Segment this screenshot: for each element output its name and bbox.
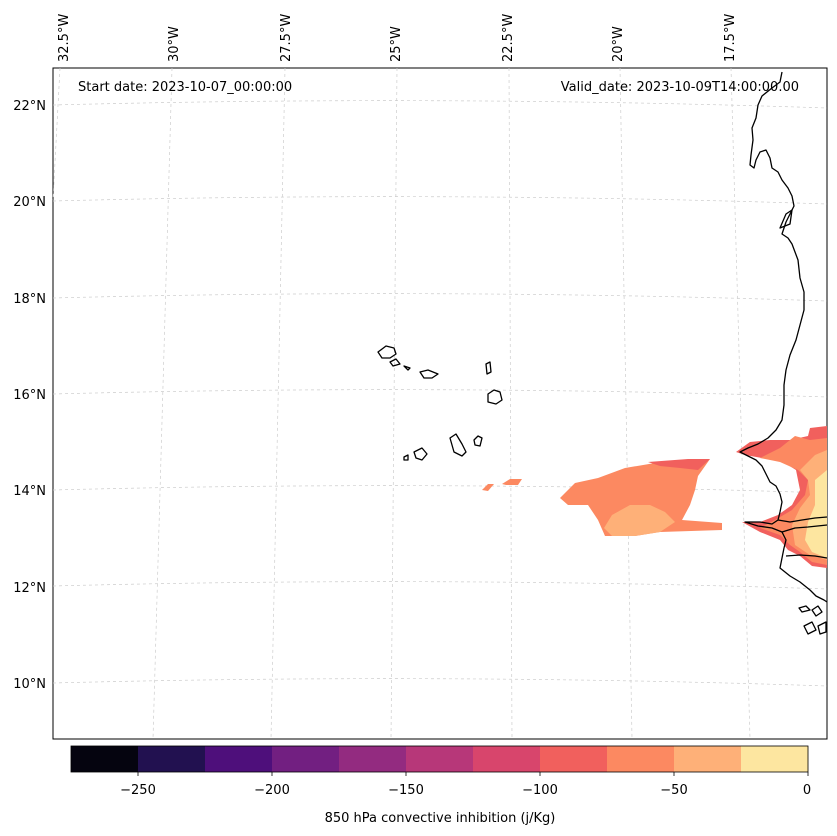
gridline-lon-17-5	[730, 67, 751, 740]
colorbar-swatch	[339, 746, 407, 772]
island-sal	[485, 361, 492, 375]
coastline	[377, 71, 828, 635]
lon-label: 27.5°W	[279, 14, 294, 62]
cin-contour-patch	[482, 484, 494, 491]
island-bijagos-2	[811, 605, 823, 617]
cin-contour-patch	[502, 479, 522, 485]
colorbar-ticks	[137, 772, 809, 776]
coastline-africa	[739, 71, 828, 603]
gridline-lat-16	[52, 389, 828, 398]
island-sao-nicolau	[419, 369, 439, 379]
colorbar-swatches	[71, 746, 809, 772]
colorbar-outline	[70, 745, 809, 773]
colorbar-tick-label: −200	[254, 783, 290, 798]
lon-label: 30°W	[167, 26, 182, 62]
island-sao-vicente	[389, 358, 401, 367]
lat-label: 12°N	[13, 581, 46, 596]
colorbar-swatch	[540, 746, 608, 772]
valid-date-label: Valid_date: 2023-10-09T14:00:00.00	[561, 80, 799, 95]
colorbar-swatch	[406, 746, 474, 772]
latitude-labels: 22°N 20°N 18°N 16°N 14°N 12°N 10°N	[13, 99, 46, 692]
cin-contours	[482, 426, 827, 568]
colorbar: −250 −200 −150 −100 −50 0 850 hPa convec…	[70, 745, 811, 826]
longitude-labels: 32.5°W 30°W 27.5°W 25°W 22.5°W 20°W 17.5…	[57, 14, 738, 62]
start-date-label: Start date: 2023-10-07_00:00:00	[78, 80, 292, 95]
coast-inlet	[779, 209, 793, 229]
colorbar-swatch	[138, 746, 206, 772]
gridline-lat-20	[52, 196, 828, 205]
colorbar-title: 850 hPa convective inhibition (j/Kg)	[325, 811, 556, 826]
gridline-lat-18	[52, 293, 828, 302]
cin-contour-patch	[648, 459, 710, 470]
gridline-lon-25	[390, 67, 398, 740]
gridline-lon-27-5	[270, 67, 286, 740]
lon-label: 25°W	[389, 26, 404, 62]
gridline-lat-12	[52, 581, 828, 590]
gridline-lon-30	[152, 67, 173, 740]
island-bijagos-4	[817, 621, 827, 635]
colorbar-swatch	[674, 746, 742, 772]
gridline-lat-14	[52, 485, 828, 494]
border-senegal-guinea	[785, 554, 828, 559]
island-boa-vista	[487, 389, 503, 405]
lat-label: 18°N	[13, 292, 46, 307]
gridline-lon-32-5	[52, 67, 61, 201]
lat-label: 22°N	[13, 99, 46, 114]
island-maio	[473, 435, 483, 447]
island-santo-antao	[377, 345, 397, 359]
gridline-lon-20	[619, 67, 633, 740]
lon-label: 17.5°W	[723, 14, 738, 62]
colorbar-tick-label: −100	[522, 783, 558, 798]
colorbar-swatch	[607, 746, 675, 772]
colorbar-swatch	[741, 746, 809, 772]
border-gambia-north	[777, 516, 828, 523]
lon-label: 32.5°W	[57, 14, 72, 62]
island-bijagos-1	[798, 605, 811, 613]
cin-contour-patch	[805, 470, 827, 558]
cin-contour-patch	[560, 459, 722, 536]
lon-label: 22.5°W	[501, 14, 516, 62]
colorbar-tick-label: −50	[660, 783, 687, 798]
gridline-lat-10	[52, 678, 828, 687]
border-gambia-south	[781, 524, 828, 533]
colorbar-swatch	[205, 746, 273, 772]
cin-contour-patch	[604, 505, 675, 536]
island-fogo	[413, 447, 428, 461]
island-santa-luzia	[403, 365, 411, 371]
lat-label: 16°N	[13, 388, 46, 403]
colorbar-tick-label: −250	[120, 783, 156, 798]
colorbar-tick-label: 0	[803, 783, 811, 798]
gridline-lon-22-5	[508, 67, 513, 740]
lon-label: 20°W	[611, 26, 626, 62]
island-santiago	[449, 433, 467, 457]
colorbar-tick-label: −150	[388, 783, 424, 798]
gridline-lat-22	[52, 100, 828, 109]
map-frame	[52, 67, 828, 740]
gridlines	[52, 67, 828, 740]
colorbar-swatch	[272, 746, 340, 772]
island-brava	[403, 454, 409, 461]
colorbar-swatch	[71, 746, 139, 772]
lat-label: 14°N	[13, 484, 46, 499]
lat-label: 20°N	[13, 195, 46, 210]
lat-label: 10°N	[13, 677, 46, 692]
colorbar-swatch	[473, 746, 541, 772]
island-bijagos-3	[803, 621, 817, 635]
